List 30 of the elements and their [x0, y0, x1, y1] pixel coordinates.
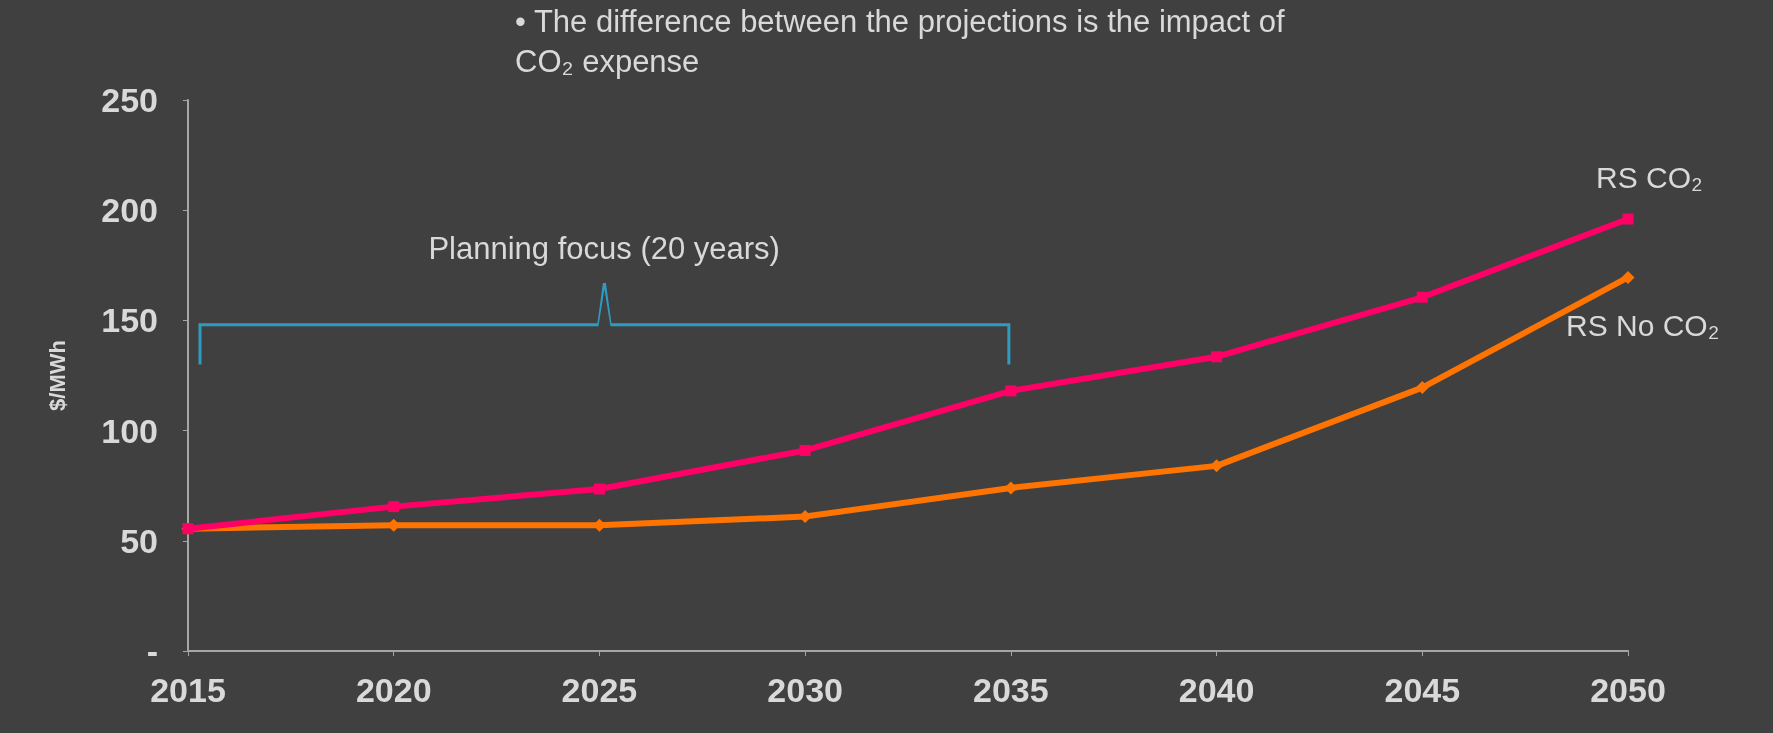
- y-tick-label: 100: [101, 411, 158, 450]
- point: [1211, 351, 1223, 363]
- y-axis-title: $/MWh: [44, 340, 70, 411]
- annotation: Planning focus (20 years): [428, 230, 780, 267]
- point: [388, 501, 400, 513]
- series-label: RS CO₂: [1596, 160, 1703, 194]
- y-tick-label: 150: [101, 301, 158, 340]
- point: [1005, 385, 1017, 397]
- x-tick-label: 2015: [150, 671, 226, 709]
- point: [593, 483, 605, 495]
- text: • The difference between the projections is the impact of CO₂ expense: [515, 3, 1286, 81]
- x-tick-label: 2050: [1590, 671, 1666, 709]
- y-tick-label: -: [146, 632, 158, 670]
- y-tick-label: 250: [101, 81, 158, 119]
- point: [1621, 270, 1635, 284]
- series-label: RS No CO₂: [1566, 308, 1720, 342]
- point: [1622, 213, 1634, 225]
- point: [1416, 291, 1428, 303]
- point: [1415, 381, 1429, 395]
- x-tick-label: 2045: [1384, 671, 1461, 709]
- point: [799, 444, 811, 456]
- x-tick-label: 2040: [1178, 671, 1255, 709]
- point: [1004, 481, 1018, 495]
- x-tick-label: 2025: [561, 671, 638, 709]
- y-tick-label: 200: [101, 191, 158, 230]
- x-tick-label: 2020: [355, 671, 432, 709]
- point: [1210, 459, 1224, 473]
- x-tick-label: 2035: [973, 671, 1049, 709]
- x-tick-label: 2030: [767, 671, 843, 709]
- y-tick-label: 50: [120, 521, 158, 560]
